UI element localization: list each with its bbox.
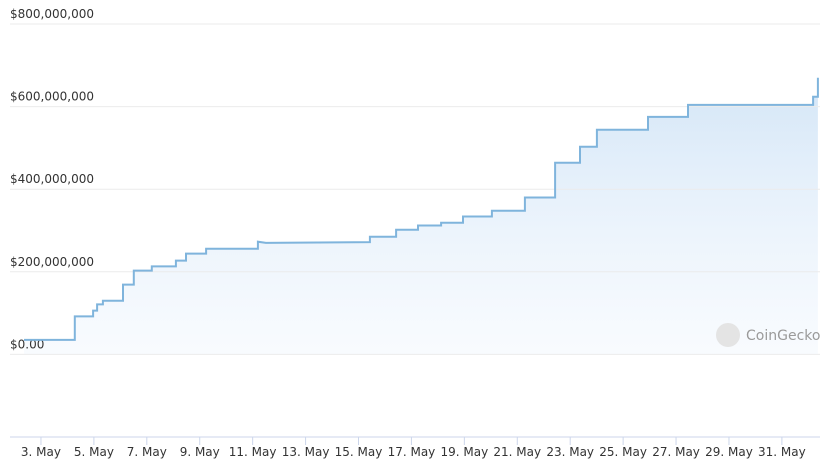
x-tick-label: 17. May — [388, 445, 436, 459]
watermark-text: CoinGecko — [746, 328, 820, 344]
x-tick-label: 29. May — [705, 445, 753, 459]
x-tick-label: 27. May — [652, 445, 700, 459]
watermark-logo — [716, 323, 740, 347]
x-tick-label: 15. May — [335, 445, 383, 459]
x-tick-label: 25. May — [599, 445, 647, 459]
x-tick-label: 23. May — [546, 445, 594, 459]
x-tick-label: 13. May — [282, 445, 330, 459]
x-tick-label: 19. May — [440, 445, 488, 459]
x-tick-label: 5. May — [74, 445, 114, 459]
x-tick-label: 21. May — [493, 445, 541, 459]
y-tick-label: $800,000,000 — [10, 7, 94, 21]
x-tick-label: 31. May — [758, 445, 806, 459]
y-tick-label: $200,000,000 — [10, 255, 94, 269]
x-tick-label: 9. May — [180, 445, 220, 459]
x-tick-label: 7. May — [127, 445, 167, 459]
area-fill — [24, 77, 818, 355]
y-tick-label: $600,000,000 — [10, 90, 94, 104]
watermark: CoinGecko — [716, 323, 820, 347]
line — [24, 77, 819, 341]
y-tick-label: $400,000,000 — [10, 172, 94, 186]
x-tick-label: 3. May — [21, 445, 61, 459]
x-tick-label: 11. May — [229, 445, 277, 459]
